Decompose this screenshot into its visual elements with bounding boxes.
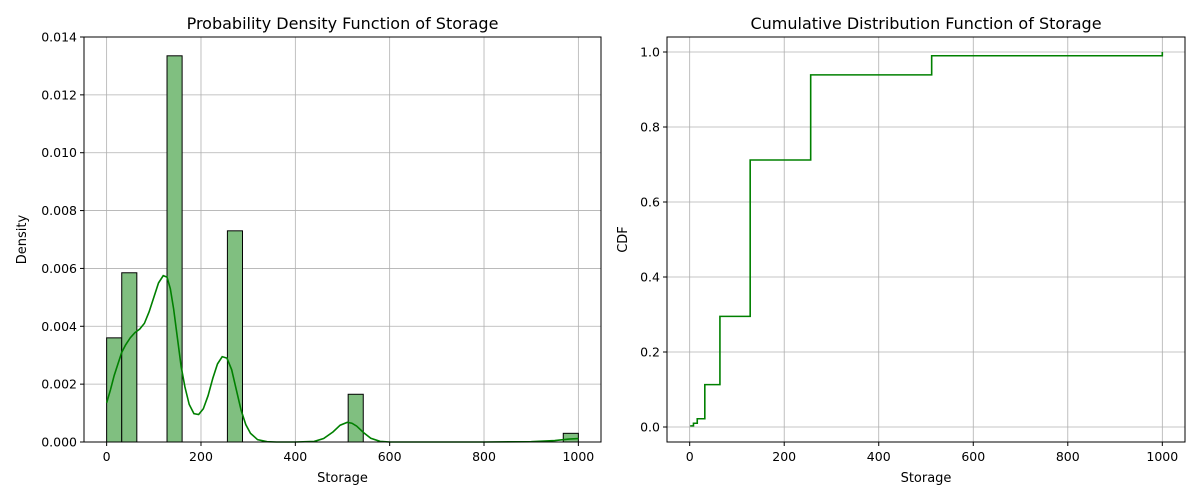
cdf-y-tick-label: 0.6: [640, 195, 660, 210]
cdf-y-ticks: 0.0 0.2 0.4 0.6 0.8 1.0: [640, 45, 667, 435]
pdf-y-tick-label: 0.010: [41, 145, 77, 160]
cdf-y-tick-label: 0.0: [640, 420, 660, 435]
pdf-title: Probability Density Function of Storage: [187, 14, 499, 33]
pdf-x-tick-label: 400: [283, 449, 307, 464]
pdf-bar: [166, 55, 183, 443]
pdf-x-tick-label: 1000: [562, 449, 594, 464]
cdf-x-ticks: 0 200 400 600 800 1000: [686, 442, 1178, 464]
pdf-y-tick-label: 0.014: [41, 30, 77, 45]
pdf-bar: [562, 432, 579, 443]
cdf-y-tick-label: 0.8: [640, 120, 660, 135]
pdf-y-tick-label: 0.006: [41, 261, 77, 276]
pdf-x-tick-label: 0: [103, 449, 111, 464]
pdf-chart: 0 200 400 600 800 1000 0.0000.0020.0040.0060.…: [15, 14, 602, 486]
pdf-bar: [106, 337, 123, 443]
pdf-kde-line: [105, 274, 579, 443]
pdf-bar: [121, 272, 138, 443]
cdf-x-tick-label: 0: [686, 449, 694, 464]
pdf-axes-frame: [83, 36, 602, 443]
pdf-bar: [347, 393, 364, 443]
pdf-x-tick-label: 800: [472, 449, 496, 464]
pdf-y-ticks: 0.000 0.002 0.004 0.006 0.008 0.010 0.012 0.014: [41, 30, 84, 450]
pdf-bar: [226, 230, 243, 443]
pdf-x-tick-label: 600: [378, 449, 402, 464]
cdf-axes-frame: [666, 36, 1186, 443]
pdf-y-tick-label: 0.000: [41, 435, 77, 450]
cdf-x-axis-label: Storage: [901, 471, 952, 486]
cdf-x-tick-label: 200: [772, 449, 796, 464]
cdf-title: Cumulative Distribution Function of Stor…: [750, 14, 1101, 33]
pdf-y-tick-label: 0.008: [41, 203, 77, 218]
cdf-y-axis-label: CDF: [616, 226, 631, 253]
cdf-y-tick-label: 1.0: [640, 45, 660, 60]
cdf-x-tick-label: 800: [1056, 449, 1080, 464]
pdf-y-tick-label: 0.012: [41, 87, 77, 102]
cdf-grid: [667, 37, 1185, 442]
cdf-x-tick-label: 1000: [1146, 449, 1178, 464]
pdf-x-ticks: 0 200 400 600 800 1000: [103, 442, 594, 464]
pdf-x-tick-label: 200: [189, 449, 213, 464]
pdf-x-axis-label: Storage: [317, 471, 368, 486]
cdf-x-tick-label: 600: [961, 449, 985, 464]
cdf-x-tick-label: 400: [867, 449, 891, 464]
pdf-y-tick-label: 0.002: [41, 377, 77, 392]
cdf-y-tick-label: 0.4: [640, 270, 660, 285]
pdf-grid: [84, 36, 601, 443]
cdf-y-tick-label: 0.2: [640, 345, 660, 360]
cdf-chart: 0 200 400 600 800 1000 0.0 0.2 0.4 0.6 0.8 1.0 Cum…: [616, 14, 1186, 486]
cdf-step-line: [690, 52, 1164, 427]
pdf-y-tick-label: 0.004: [41, 319, 77, 334]
pdf-y-axis-label: Density: [15, 214, 30, 264]
